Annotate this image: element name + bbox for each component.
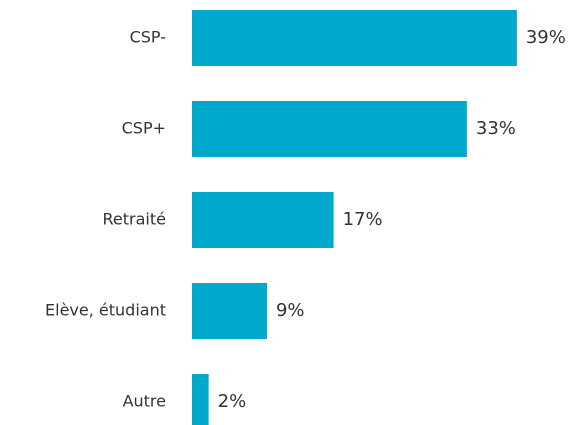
value-label: 2%: [218, 391, 247, 412]
bar: [192, 192, 334, 248]
value-label: 17%: [343, 209, 383, 230]
bar: [192, 374, 209, 425]
bar: [192, 10, 517, 66]
category-label: Elève, étudiant: [45, 301, 166, 320]
category-label: Retraité: [103, 210, 166, 229]
value-label: 9%: [276, 300, 305, 321]
category-label: CSP+: [122, 119, 166, 138]
category-label: CSP-: [130, 28, 166, 47]
category-label: Autre: [123, 392, 166, 411]
bar: [192, 283, 267, 339]
bar: [192, 101, 467, 157]
value-label: 33%: [476, 118, 516, 139]
value-label: 39%: [526, 27, 566, 48]
